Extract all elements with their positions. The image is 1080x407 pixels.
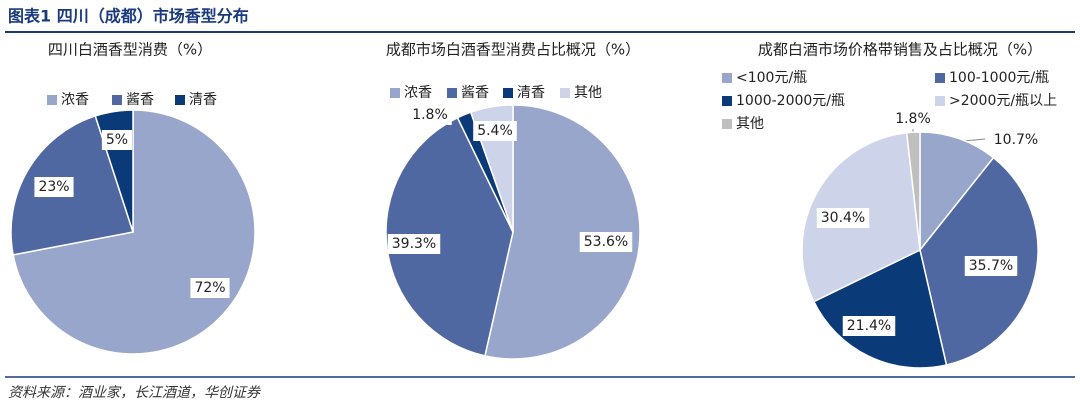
legend-swatch <box>503 88 513 98</box>
data-label-box <box>842 316 896 336</box>
data-label: 1.8% <box>895 111 931 127</box>
data-label: 39.3% <box>392 236 436 252</box>
legend-swatch <box>722 73 732 83</box>
chart-title: 成都白酒市场价格带销售及占比概况（%） <box>758 41 1042 59</box>
figure-title: 图表1 四川（成都）市场香型分布 <box>8 7 249 26</box>
data-label: 23% <box>38 179 69 195</box>
data-label: 10.7% <box>994 132 1038 148</box>
data-label-box <box>387 234 441 254</box>
legend-swatch <box>447 88 457 98</box>
data-label: 21.4% <box>847 318 891 334</box>
legend-label: 酱香 <box>126 92 154 108</box>
data-label-box <box>101 130 133 150</box>
data-label: 72% <box>194 280 225 296</box>
data-label: 5.4% <box>477 123 513 139</box>
data-label-box <box>408 105 452 125</box>
data-label-box <box>964 256 1018 276</box>
chart-title: 成都市场白酒香型消费占比概况（%） <box>386 41 640 59</box>
legend-swatch <box>47 95 57 105</box>
pie-slice <box>484 104 641 360</box>
legend-label: 其他 <box>736 116 764 132</box>
legend-label: >2000元/瓶以上 <box>949 93 1057 109</box>
pie-slice <box>919 131 995 253</box>
legend-label: 其他 <box>574 85 602 101</box>
data-label-box <box>190 278 230 298</box>
pie-slice <box>812 248 948 369</box>
legend-label: 清香 <box>189 92 217 108</box>
data-label: 5% <box>106 132 128 148</box>
pie-slice <box>385 116 514 357</box>
legend-swatch <box>112 95 122 105</box>
legend-swatch <box>935 73 945 83</box>
legend-swatch <box>175 95 185 105</box>
pie-slice <box>905 131 921 251</box>
legend-label: 1000-2000元/瓶 <box>736 93 845 109</box>
data-label: 35.7% <box>969 258 1013 274</box>
data-label-box <box>579 232 633 252</box>
legend-label: 浓香 <box>61 92 89 108</box>
legend-label: 100-1000元/瓶 <box>949 70 1049 86</box>
data-label-box <box>34 177 74 197</box>
legend-swatch <box>390 88 400 98</box>
legend-label: 浓香 <box>404 85 432 101</box>
chart-title: 四川白酒香型消费（%） <box>48 41 212 59</box>
source: 资料来源：酒业家，长江酒道，华创证券 <box>8 385 261 401</box>
legend-swatch <box>935 96 945 106</box>
data-label-box <box>989 130 1043 150</box>
data-label-box <box>473 121 517 141</box>
data-label: 30.4% <box>821 210 865 226</box>
legend-label: <100元/瓶 <box>736 70 807 86</box>
legend-swatch <box>560 88 570 98</box>
legend-label: 清香 <box>517 85 545 101</box>
legend-swatch <box>722 119 732 129</box>
data-label: 53.6% <box>584 234 628 250</box>
data-label-box <box>891 109 935 129</box>
legend-label: 酱香 <box>461 85 489 101</box>
legend-swatch <box>722 96 732 106</box>
data-label-box <box>816 208 870 228</box>
data-label: 1.8% <box>412 107 448 123</box>
